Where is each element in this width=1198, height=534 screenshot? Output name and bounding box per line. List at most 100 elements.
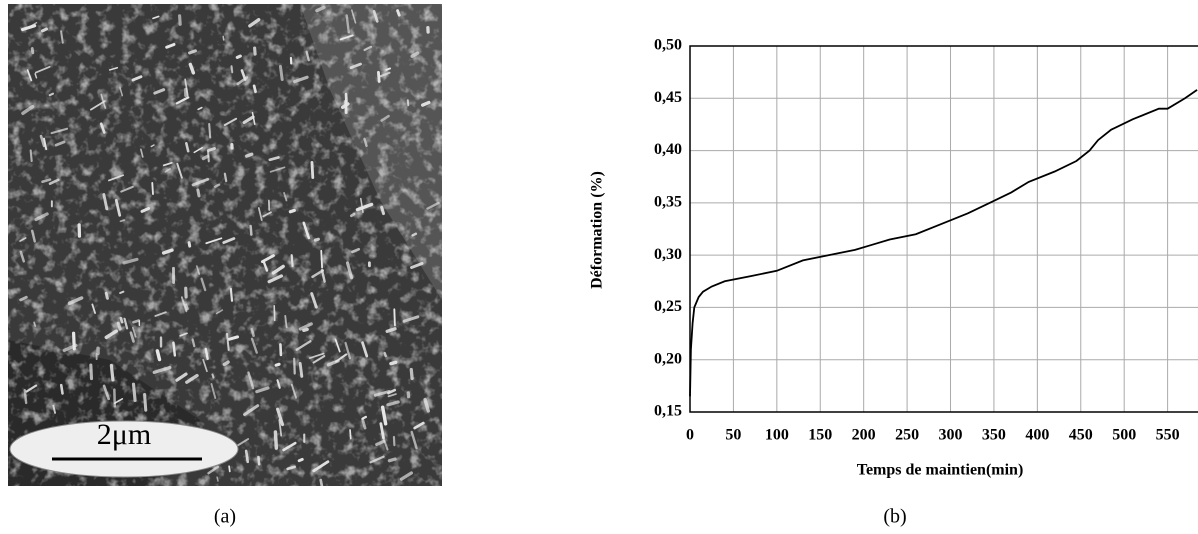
precipitate	[236, 76, 249, 86]
y-tick-label: 0,35	[654, 194, 682, 211]
precipitate	[191, 177, 210, 187]
precipitate	[119, 219, 126, 223]
precipitate	[380, 405, 388, 426]
precipitate	[216, 476, 219, 482]
precipitate	[34, 212, 49, 222]
precipitate	[372, 9, 379, 23]
precipitate	[387, 388, 397, 395]
precipitate	[410, 430, 418, 450]
precipitate	[140, 207, 151, 213]
precipitate	[229, 287, 234, 302]
precipitate	[257, 455, 261, 466]
precipitate	[227, 335, 240, 341]
precipitate	[363, 137, 368, 148]
precipitate	[351, 247, 361, 254]
precipitate	[215, 309, 224, 315]
precipitate	[161, 248, 174, 255]
precipitate	[222, 35, 225, 41]
precipitate	[102, 193, 109, 211]
axis-frame	[689, 45, 1198, 413]
precipitate	[100, 93, 107, 109]
precipitate	[271, 264, 285, 275]
precipitate	[29, 149, 33, 163]
precipitate	[185, 142, 190, 153]
precipitate	[278, 419, 283, 437]
precipitate	[387, 393, 397, 398]
precipitate	[143, 392, 148, 412]
precipitate	[129, 331, 135, 343]
x-tick-label: 200	[852, 427, 876, 444]
y-axis-label: Déformation (%)	[589, 171, 606, 289]
precipitate	[140, 148, 144, 158]
precipitate	[313, 237, 320, 242]
precipitate	[297, 457, 304, 463]
precipitates	[18, 5, 440, 486]
y-tick-label: 0,30	[654, 246, 682, 263]
precipitate	[188, 62, 196, 75]
precipitate	[91, 303, 96, 314]
precipitate	[223, 117, 238, 127]
data-line	[689, 89, 1198, 397]
precipitate	[228, 465, 231, 473]
precipitate	[262, 211, 272, 218]
precipitate	[210, 383, 217, 400]
precipitate	[373, 389, 391, 397]
precipitate	[62, 343, 78, 353]
precipitate	[410, 261, 424, 269]
y-tick-label: 0,20	[654, 350, 682, 367]
precipitate	[178, 14, 182, 26]
precipitate	[268, 156, 280, 162]
precipitate	[108, 174, 125, 182]
precipitate	[30, 47, 35, 55]
precipitate	[302, 221, 311, 240]
precipitate	[26, 69, 33, 82]
precipitate	[383, 351, 387, 358]
precipitate	[204, 347, 209, 360]
y-tick-label: 0,45	[654, 89, 682, 106]
precipitate	[350, 212, 356, 218]
precipitate	[252, 84, 257, 94]
precipitate	[242, 115, 255, 124]
precipitate	[361, 417, 367, 430]
scale-bar-label: 2μm	[97, 418, 151, 451]
precipitate	[206, 147, 216, 152]
precipitate	[164, 168, 171, 173]
precipitate	[90, 100, 106, 111]
x-tick-label: 250	[895, 427, 919, 444]
precipitate	[41, 178, 52, 184]
precipitate	[293, 75, 309, 84]
precipitate	[278, 64, 284, 82]
precipitate	[334, 353, 348, 363]
precipitate	[33, 321, 37, 327]
precipitate	[298, 322, 313, 331]
precipitate	[21, 105, 35, 116]
precipitate	[213, 183, 221, 188]
precipitate	[302, 327, 309, 333]
precipitate	[290, 254, 294, 268]
precipitate	[154, 311, 167, 317]
precipitate	[244, 449, 250, 464]
precipitate	[309, 352, 325, 359]
precipitate	[249, 224, 253, 236]
precipitate	[153, 88, 166, 95]
precipitate	[345, 14, 350, 34]
precipitate	[406, 99, 410, 107]
precipitate	[195, 265, 201, 275]
precipitate	[262, 260, 269, 272]
precipitate	[273, 430, 279, 450]
precipitate	[349, 62, 362, 70]
precipitate	[251, 111, 256, 125]
precipitate	[185, 373, 199, 384]
precipitate	[411, 232, 418, 237]
precipitate	[360, 197, 364, 213]
precipitate	[344, 341, 352, 360]
x-tick-label: 0	[686, 427, 694, 444]
x-tick-label: 350	[982, 427, 1006, 444]
caption: (b)	[883, 506, 906, 528]
precipitate	[60, 30, 64, 44]
precipitate	[369, 455, 385, 464]
precipitate	[310, 161, 315, 179]
precipitate	[223, 172, 228, 183]
precipitate	[235, 438, 250, 448]
precipitate	[413, 421, 425, 430]
